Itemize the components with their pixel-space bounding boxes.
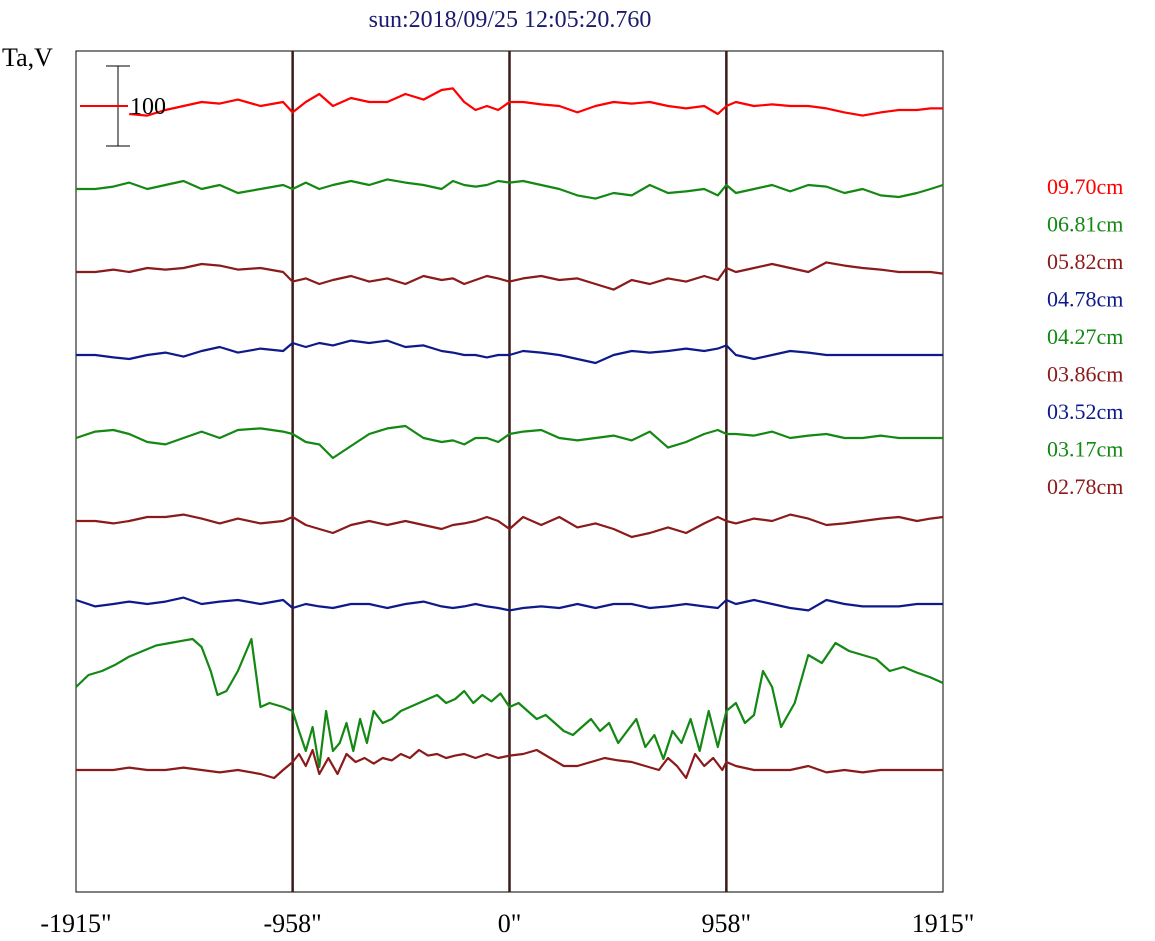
series-lines xyxy=(75,87,944,780)
legend-entry: 02.78cm xyxy=(1047,474,1123,499)
x-tick-label: -958" xyxy=(263,909,321,938)
legend-entry: 06.81cm xyxy=(1047,212,1123,237)
legend: 09.70cm 06.81cm 05.82cm 04.78cm 04.27cm 03.86… xyxy=(1047,174,1123,499)
scale-bar-label: 100 xyxy=(130,94,166,120)
series-line-06.81cm xyxy=(76,178,944,200)
x-tick-label: 1915" xyxy=(912,909,975,938)
y-axis-label: Ta,V xyxy=(2,43,53,72)
scale-bar: 100 xyxy=(80,65,166,147)
legend-entry: 04.78cm xyxy=(1047,287,1123,312)
legend-entry: 05.82cm xyxy=(1047,249,1123,274)
legend-entry: 03.17cm xyxy=(1047,437,1123,462)
x-tick-labels: -1915" -958" 0" 958" 1915" xyxy=(40,909,974,938)
series-line-03.86cm xyxy=(76,513,944,539)
x-tick-label: 958" xyxy=(702,909,752,938)
series-line-05.82cm xyxy=(76,261,944,291)
series-line-04.27cm xyxy=(75,424,943,460)
series-line-02.78cm xyxy=(76,748,943,780)
series-line-04.78cm xyxy=(76,339,943,365)
series-line-09.70cm xyxy=(129,87,943,117)
legend-entry: 09.70cm xyxy=(1047,174,1123,199)
series-line-03.17cm xyxy=(75,637,944,769)
series-line-03.52cm xyxy=(75,596,943,612)
x-tick-label: -1915" xyxy=(40,909,111,938)
legend-entry: 04.27cm xyxy=(1047,324,1123,349)
chart-title: sun:2018/09/25 12:05:20.760 xyxy=(369,7,652,33)
vertical-markers xyxy=(291,51,728,892)
legend-entry: 03.86cm xyxy=(1047,362,1123,387)
x-tick-label: 0" xyxy=(498,909,522,938)
legend-entry: 03.52cm xyxy=(1047,399,1123,424)
